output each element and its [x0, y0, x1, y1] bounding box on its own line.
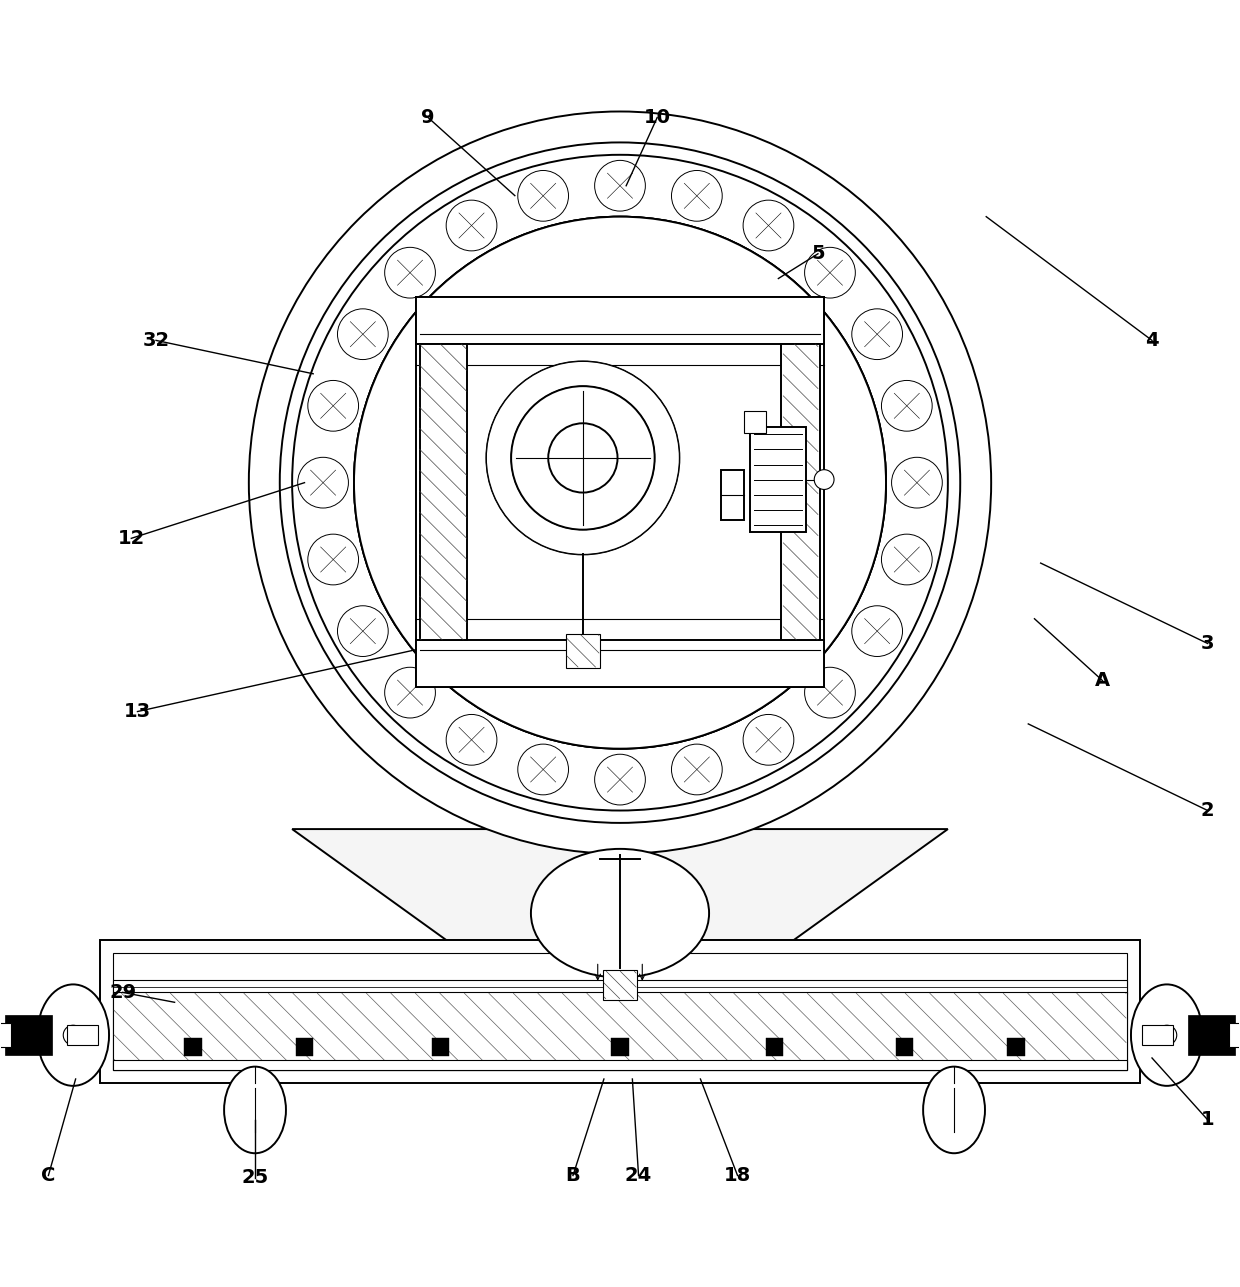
Bar [603, 970, 637, 1000]
Ellipse shape [531, 849, 709, 978]
Text: 25: 25 [242, 1169, 269, 1188]
Circle shape [882, 381, 932, 431]
Text: B: B [565, 1166, 580, 1185]
Circle shape [280, 143, 960, 822]
Bar [415, 297, 825, 687]
Bar [722, 470, 744, 520]
Circle shape [892, 457, 942, 508]
Ellipse shape [923, 1067, 985, 1153]
Bar [415, 640, 825, 687]
Circle shape [743, 201, 794, 251]
Circle shape [384, 667, 435, 718]
Bar [419, 344, 466, 640]
Circle shape [595, 754, 645, 804]
Bar [744, 411, 766, 434]
Bar [750, 427, 806, 532]
Text: 29: 29 [109, 983, 136, 1001]
Text: 4: 4 [1146, 331, 1159, 350]
Ellipse shape [1131, 985, 1203, 1086]
Circle shape [298, 457, 348, 508]
Circle shape [249, 112, 991, 853]
Circle shape [595, 161, 645, 211]
Text: 5: 5 [811, 245, 825, 264]
Bar [1188, 1015, 1235, 1055]
Circle shape [518, 744, 568, 795]
Bar [113, 979, 1127, 995]
Bar [100, 941, 1140, 1082]
Circle shape [518, 170, 568, 221]
Circle shape [852, 606, 903, 656]
Bar [897, 1039, 913, 1055]
Text: 1: 1 [1200, 1111, 1214, 1129]
Circle shape [63, 1026, 83, 1045]
Text: 13: 13 [124, 701, 151, 721]
Circle shape [308, 381, 358, 431]
Circle shape [852, 309, 903, 359]
Circle shape [337, 309, 388, 359]
Circle shape [672, 744, 722, 795]
Text: 32: 32 [143, 331, 170, 350]
Circle shape [384, 247, 435, 299]
Circle shape [815, 470, 835, 489]
Circle shape [805, 667, 856, 718]
Circle shape [743, 714, 794, 766]
Bar [781, 344, 821, 640]
Bar [611, 1039, 629, 1055]
Bar [766, 1039, 784, 1055]
Text: 24: 24 [625, 1166, 652, 1185]
Wedge shape [293, 154, 947, 811]
Ellipse shape [37, 985, 109, 1086]
Bar [1142, 1026, 1173, 1045]
Text: 18: 18 [724, 1166, 751, 1185]
Bar [5, 1015, 52, 1055]
Text: 10: 10 [644, 108, 671, 127]
Wedge shape [486, 362, 680, 555]
Text: 12: 12 [118, 529, 145, 548]
Circle shape [672, 170, 722, 221]
Ellipse shape [224, 1067, 286, 1153]
Bar [185, 1039, 202, 1055]
Circle shape [486, 362, 680, 555]
Circle shape [353, 216, 887, 749]
Circle shape [446, 714, 497, 766]
Bar [432, 1039, 449, 1055]
Bar [113, 1060, 1127, 1071]
Bar [1229, 1023, 1240, 1048]
Circle shape [511, 386, 655, 530]
Bar [0, 1023, 11, 1048]
Circle shape [446, 201, 497, 251]
Circle shape [353, 216, 887, 749]
Text: 2: 2 [1200, 801, 1214, 820]
Text: 9: 9 [422, 108, 435, 127]
Circle shape [1157, 1026, 1177, 1045]
Bar [1007, 1039, 1024, 1055]
Circle shape [805, 247, 856, 299]
Bar [415, 297, 825, 344]
Circle shape [337, 606, 388, 656]
Text: A: A [1095, 671, 1110, 690]
Circle shape [548, 423, 618, 493]
Bar [67, 1026, 98, 1045]
Text: C: C [41, 1166, 56, 1185]
Circle shape [882, 534, 932, 584]
Circle shape [308, 534, 358, 584]
Bar [113, 992, 1127, 1071]
Bar [113, 952, 1127, 1071]
Polygon shape [293, 829, 947, 941]
Bar [296, 1039, 314, 1055]
Text: 3: 3 [1200, 634, 1214, 653]
Bar [565, 633, 600, 668]
Circle shape [283, 145, 957, 820]
